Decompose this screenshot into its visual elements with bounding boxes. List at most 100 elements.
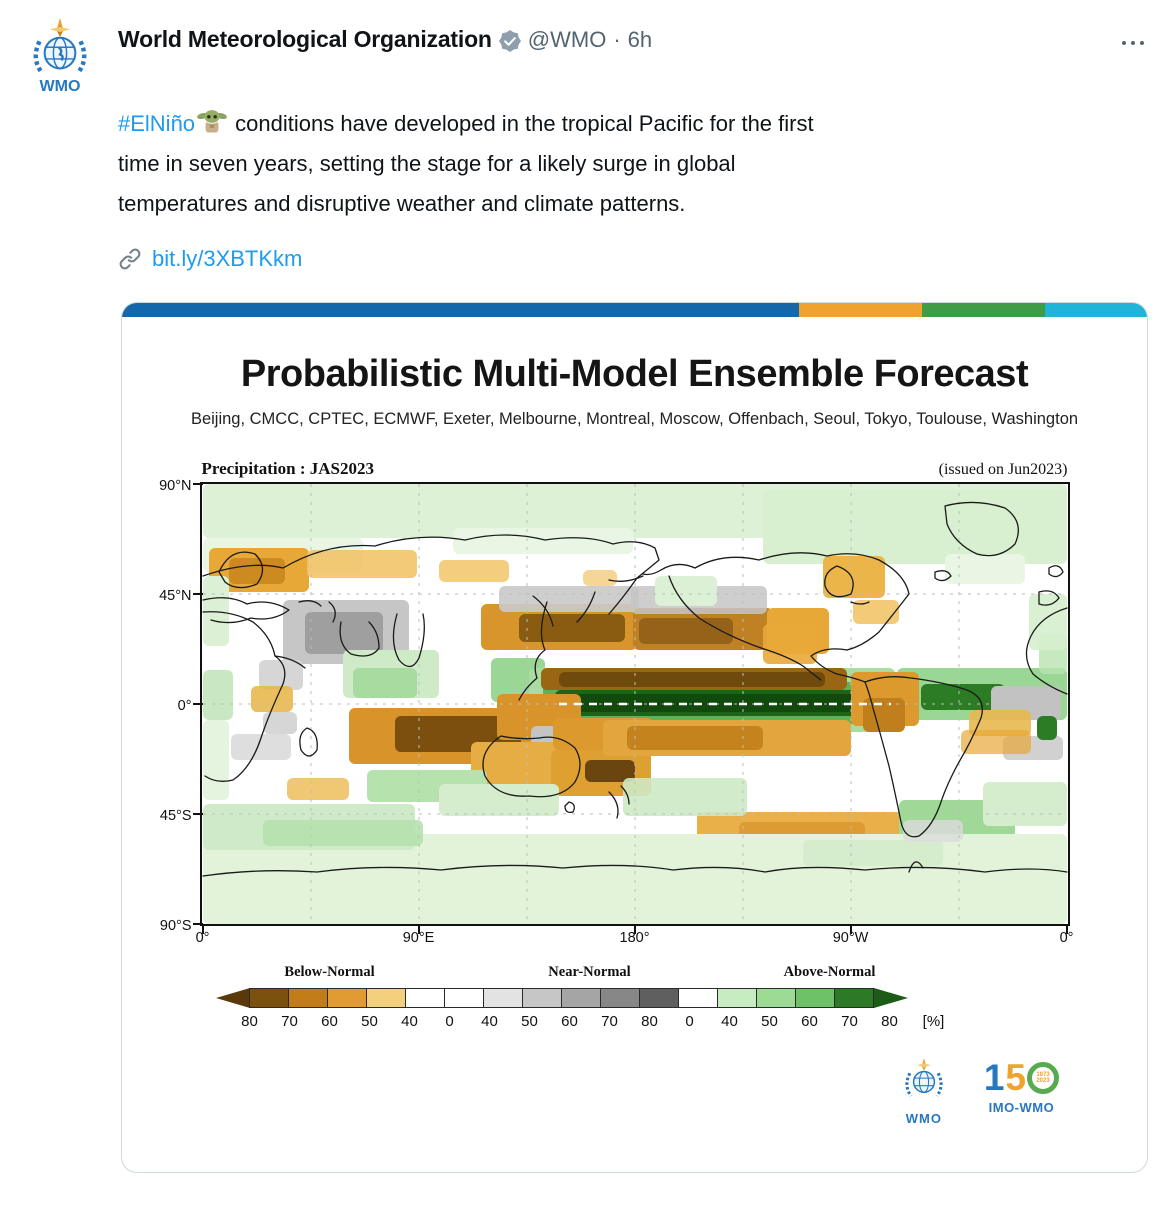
coastline-path [201,597,290,624]
colorbar-tick-label: 40 [481,1013,498,1030]
map-title: Precipitation : JAS2023 [201,459,375,478]
elnino-hashflag-icon [197,107,227,135]
colorbar-tick-label: 50 [521,1013,538,1030]
forecast-map-svg [192,483,1068,934]
anniversary-digits: 1 5 1873 2023 [983,1057,1059,1098]
colorbar-tick-label: 70 [841,1013,858,1030]
colorbar-segment [404,988,445,1008]
map-probability-region [1036,716,1057,740]
colorbar-tick-label: 80 [241,1013,258,1030]
colorbar-tick-label: 40 [721,1013,738,1030]
map-title-row: Precipitation : JAS2023 (issued on Jun20… [200,459,1070,482]
coastline-path [201,864,1068,877]
colorbar-tick-label: 60 [801,1013,818,1030]
map-probability-region [230,734,291,760]
map-probability-region [852,600,899,624]
map-probability-region [438,784,559,816]
wmo-footer-logo: WMO [894,1058,954,1126]
map-probability-region [304,612,383,654]
tweet-link[interactable]: bit.ly/3XBTKkm [152,246,303,271]
timestamp[interactable]: 6h [627,26,653,52]
tweet-text: #ElNiño conditions have developed in the… [118,104,1118,224]
coastline-path [217,551,263,589]
coastline-path [517,577,638,701]
coastline-path [933,570,952,582]
wmo-emblem-icon [905,1058,943,1097]
coastline-path [863,676,983,838]
coastline-path [607,785,630,819]
coastline-path [907,861,924,873]
latitude-label: 0° [177,698,192,714]
colorbar-tick-label: 0 [685,1013,694,1030]
digit-1: 1 [983,1057,1005,1098]
latitude-label: 90°N [159,478,192,494]
coastline-path [809,648,866,683]
colorbar-segment [599,988,640,1008]
ellipsis-icon [1122,41,1144,45]
map-probability-region [452,528,633,554]
longitude-label: 90°E [402,930,435,946]
coastline-path [297,600,336,623]
tweet-line-3: temperatures and disruptive weather and … [118,191,686,216]
top-bar-segment [1044,303,1147,317]
longitude-label: 0° [195,930,210,946]
colorbar-right-arrow [873,988,908,1008]
top-bar-segment [798,303,922,317]
map-probability-region [202,720,229,800]
top-bar-segment [921,303,1045,317]
colorbar-unit-label: [%] [922,1013,945,1030]
years-bottom: 2023 [1036,1078,1050,1084]
forecast-card[interactable]: Probabilistic Multi-Model Ensemble Forec… [121,302,1148,1173]
map-probability-region [902,820,963,842]
map-probability-region [626,726,763,750]
probability-legend: Below-Normal Near-Normal Above-Normal 80 70… [200,964,1070,1032]
map-probability-region [202,576,229,646]
avatar[interactable]: WMO [22,18,98,94]
colorbar-segment [560,988,601,1008]
colorbar-segment [482,988,523,1008]
map-probability-region [262,712,297,734]
coastline-path [667,575,822,681]
more-options-button[interactable] [1120,28,1150,51]
coastline-path [531,595,554,627]
forecast-map-block: Precipitation : JAS2023 (issued on Jun20… [159,459,1073,1032]
latitude-label: 90°S [159,918,192,934]
colorbar-tick-label: 80 [881,1013,898,1030]
hashtag-link[interactable]: #ElNiño [118,111,196,136]
dot-separator: · [613,26,621,52]
header-text-column: World Meteorological Organization @WMO ·… [118,16,1150,53]
colorbar-segment [755,988,796,1008]
colorbar-segment [716,988,757,1008]
coastline-path [1047,565,1064,578]
author-handle[interactable]: @WMO [527,26,607,52]
digit-5: 5 [1005,1057,1026,1098]
card-title: Probabilistic Multi-Model Ensemble Forec… [240,353,1029,395]
coastline-path [845,559,910,651]
coastline-path [849,601,870,605]
coastline-path [201,611,285,782]
colorbar-segment [287,988,328,1008]
coastline-path [823,565,854,598]
coastline-path [943,501,1019,557]
map-probability-region [566,694,871,712]
years-top: 1873 [1036,1072,1050,1078]
map-probability-region [228,558,285,584]
card-top-color-bar [122,303,1147,317]
colorbar-segment [638,988,679,1008]
map-probability-region [202,670,233,720]
colorbar-tick-label: 60 [561,1013,578,1030]
colorbar-tick-label: 80 [641,1013,658,1030]
colorbar-segment [248,988,289,1008]
card-logo-row: WMO 1 5 1873 2023 IMO-WMO [122,1032,1147,1172]
colorbar-tick-labels: 80 70 60 50 40 0 40 50 60 70 80 0 40 50 60 70 80 [%] [241,1008,950,1032]
map-probability-region [352,668,417,698]
colorbar-tick-label: 40 [401,1013,418,1030]
legend-section-label: Above-Normal [783,964,876,980]
latitude-label: 45°S [159,808,192,824]
colorbar-tick-label: 70 [601,1013,618,1030]
map-probability-region [286,778,349,800]
legend-section-label: Near-Normal [548,964,631,980]
longitude-label: 0° [1059,930,1074,946]
map-issued-label: (issued on Jun2023) [938,461,1068,478]
author-name[interactable]: World Meteorological Organization [118,26,492,52]
